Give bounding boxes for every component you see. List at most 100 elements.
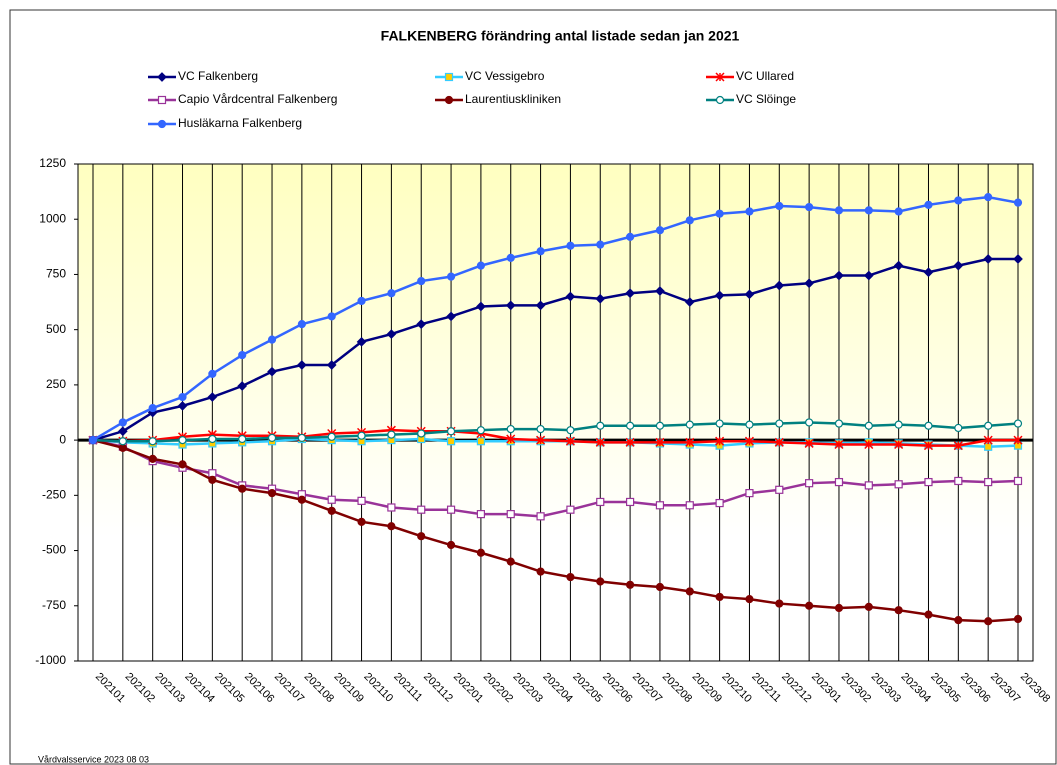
marker <box>685 216 694 225</box>
legend-label: VC Slöinge <box>736 92 796 106</box>
marker <box>327 506 336 515</box>
marker <box>327 432 336 441</box>
marker <box>655 286 665 296</box>
marker <box>357 431 366 440</box>
legend-label: VC Ullared <box>736 69 794 83</box>
marker <box>715 419 724 428</box>
marker <box>834 419 844 428</box>
legend-label: Capio Vårdcentral Falkenberg <box>178 92 337 106</box>
marker <box>118 437 127 446</box>
series-line <box>92 421 1019 443</box>
y-tick-label: 0 <box>59 432 66 446</box>
marker <box>715 498 724 508</box>
marker <box>267 366 277 377</box>
legend-label: VC Falkenberg <box>178 69 258 83</box>
marker <box>954 423 963 433</box>
marker <box>536 567 545 576</box>
marker <box>148 403 157 413</box>
marker <box>148 437 157 446</box>
marker <box>864 439 874 450</box>
marker <box>625 497 635 507</box>
marker <box>117 426 128 437</box>
marker <box>984 442 993 451</box>
marker <box>565 436 575 446</box>
marker <box>88 436 98 445</box>
marker <box>506 434 516 444</box>
legend-marker <box>715 95 725 105</box>
marker <box>596 240 605 249</box>
marker <box>744 436 754 446</box>
marker <box>714 290 725 301</box>
marker <box>476 510 486 519</box>
marker <box>417 505 426 514</box>
marker <box>983 435 993 445</box>
marker <box>625 421 635 430</box>
marker <box>506 253 515 262</box>
marker <box>834 603 844 613</box>
y-tick-label: 1000 <box>39 211 66 225</box>
marker <box>774 437 784 447</box>
marker <box>238 484 247 493</box>
marker <box>417 532 426 541</box>
marker <box>894 439 904 450</box>
marker <box>386 329 397 339</box>
marker <box>923 267 934 278</box>
marker <box>446 427 456 436</box>
y-tick-label: -250 <box>42 488 66 502</box>
marker <box>566 572 575 582</box>
legend-label: Laurentiuskliniken <box>465 92 561 106</box>
marker <box>954 196 963 205</box>
marker <box>864 481 873 490</box>
marker <box>148 454 157 463</box>
legend-marker <box>715 72 725 82</box>
marker <box>745 420 754 429</box>
marker <box>326 360 337 370</box>
marker <box>1013 435 1023 445</box>
marker <box>893 260 904 271</box>
marker <box>238 350 247 360</box>
marker <box>775 201 784 211</box>
marker <box>446 505 456 514</box>
legend-marker <box>157 119 167 129</box>
marker <box>297 320 306 329</box>
marker <box>178 436 187 445</box>
marker <box>566 505 575 514</box>
marker <box>208 434 217 444</box>
marker <box>476 426 486 435</box>
legend-marker <box>157 72 167 82</box>
marker <box>924 610 933 619</box>
marker <box>744 289 755 300</box>
marker <box>596 421 605 430</box>
marker <box>416 319 427 329</box>
marker <box>745 207 754 216</box>
marker <box>805 202 814 212</box>
y-tick-label: -750 <box>42 598 66 612</box>
marker <box>357 296 366 306</box>
marker <box>685 437 695 447</box>
marker <box>417 429 426 438</box>
marker <box>834 477 844 487</box>
marker <box>924 200 933 209</box>
marker <box>267 489 277 498</box>
marker <box>984 421 993 430</box>
marker <box>655 437 665 447</box>
marker <box>924 421 933 430</box>
y-tick-label: -500 <box>42 543 66 557</box>
marker <box>476 548 486 557</box>
marker <box>267 433 277 443</box>
marker <box>596 497 605 507</box>
marker <box>506 557 515 566</box>
marker <box>327 312 336 321</box>
marker <box>208 469 217 478</box>
marker <box>625 288 635 299</box>
marker <box>506 424 515 434</box>
marker <box>984 617 993 626</box>
marker <box>536 435 546 445</box>
marker <box>655 582 665 592</box>
series-line <box>92 195 1019 442</box>
marker <box>1013 419 1023 428</box>
marker <box>207 392 218 402</box>
marker <box>834 270 844 281</box>
marker <box>387 503 396 512</box>
marker <box>805 479 814 488</box>
